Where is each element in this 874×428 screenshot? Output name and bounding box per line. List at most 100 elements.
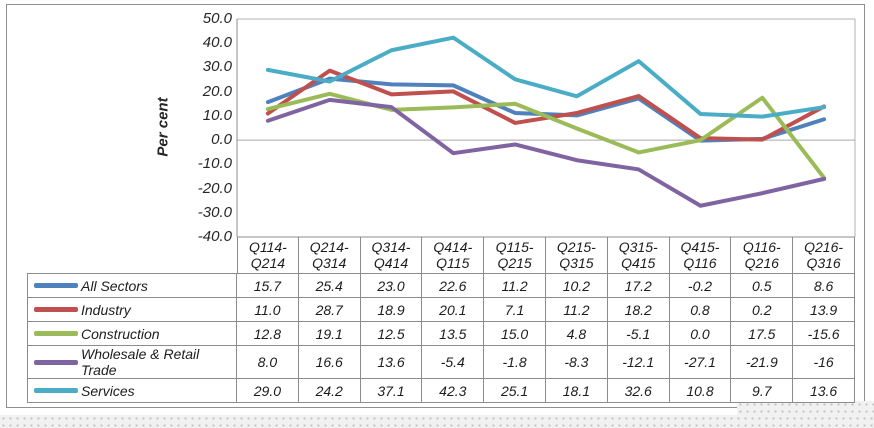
- category-header-line2: Q315: [559, 255, 594, 271]
- table-value-cell: -5.4: [422, 346, 485, 379]
- table-value-cell: -1.8: [484, 346, 546, 379]
- series-label-cell: Industry: [27, 298, 237, 322]
- table-value-cell: 10.2: [545, 274, 608, 298]
- table-value-cell: 42.3: [422, 379, 485, 403]
- table-value-cell: 4.8: [545, 322, 608, 346]
- table-value-cell: -12.1: [607, 346, 670, 379]
- table-value-cell: 0.2: [731, 298, 794, 322]
- table-value-cell: -0.2: [669, 274, 732, 298]
- table-value-cell: 29.0: [237, 379, 299, 403]
- y-axis-tick-label: -30.0: [197, 203, 232, 221]
- table-value-cell: -15.6: [793, 322, 855, 346]
- series-label-cell: Services: [27, 379, 237, 403]
- table-value-cell: 15.7: [237, 274, 299, 298]
- table-value-cell: 28.7: [298, 298, 361, 322]
- table-value-cell: 18.2: [607, 298, 670, 322]
- category-header-line1: Q414-: [433, 239, 473, 255]
- table-value-cell: 9.7: [731, 379, 794, 403]
- category-header-line2: Q314: [312, 255, 347, 271]
- table-value-cell: 13.6: [793, 379, 855, 403]
- category-header-line2: Q215: [497, 255, 532, 271]
- series-name: Industry: [81, 301, 131, 318]
- category-header-line1: Q114-: [248, 239, 287, 255]
- table-value-cell: 13.9: [793, 298, 855, 322]
- category-header: Q116- Q216: [731, 237, 794, 274]
- category-header-line2: Q115: [436, 255, 470, 271]
- table-corner-cell: [27, 237, 237, 274]
- table-value-cell: 15.0: [484, 322, 546, 346]
- series-label-cell: All Sectors: [27, 274, 237, 298]
- table-value-cell: 17.5: [731, 322, 794, 346]
- category-header-line1: Q115-: [495, 239, 534, 255]
- series-name: Services: [81, 382, 135, 399]
- legend-key-swatch: [34, 307, 78, 312]
- category-header: Q216- Q316: [793, 237, 855, 274]
- table-value-cell: 13.5: [422, 322, 485, 346]
- category-header-line1: Q116-: [742, 239, 781, 255]
- table-value-cell: 0.5: [731, 274, 794, 298]
- table-value-cell: 11.2: [484, 274, 546, 298]
- category-header-line1: Q214-: [309, 239, 349, 255]
- legend-key-swatch: [34, 388, 78, 393]
- table-value-cell: 17.2: [607, 274, 670, 298]
- series-label-cell: Wholesale & Retail Trade: [27, 346, 237, 379]
- series-name: All Sectors: [81, 277, 148, 294]
- chart-data-table: Q114- Q214 Q214- Q314 Q314- Q414 Q414- Q115 Q115…: [27, 237, 855, 403]
- table-value-cell: 19.1: [298, 322, 361, 346]
- category-header: Q315- Q415: [607, 237, 670, 274]
- table-value-cell: -5.1: [607, 322, 670, 346]
- category-header: Q215- Q315: [545, 237, 608, 274]
- table-value-cell: 16.6: [298, 346, 361, 379]
- y-axis-tick-label: -40.0: [197, 228, 232, 245]
- y-axis-tick-label: 10.0: [202, 106, 232, 124]
- table-value-cell: 25.1: [484, 379, 546, 403]
- table-value-cell: 12.5: [360, 322, 423, 346]
- category-header-line2: Q216: [744, 255, 779, 271]
- category-header: Q214- Q314: [298, 237, 361, 274]
- y-axis-tick-label: -20.0: [197, 179, 232, 197]
- table-value-cell: 13.6: [360, 346, 423, 379]
- table-value-cell: 23.0: [360, 274, 423, 298]
- category-header-line1: Q415-: [680, 239, 720, 255]
- category-header: Q414- Q115: [422, 237, 485, 274]
- table-value-cell: -8.3: [545, 346, 608, 379]
- table-value-cell: 25.4: [298, 274, 361, 298]
- table-value-cell: 8.6: [793, 274, 855, 298]
- y-axis-tick-label: 50.0: [202, 10, 232, 27]
- table-value-cell: 8.0: [237, 346, 299, 379]
- table-value-cell: 22.6: [422, 274, 485, 298]
- series-name: Wholesale & Retail Trade: [81, 346, 200, 378]
- legend-key-swatch: [34, 283, 78, 288]
- category-header: Q314- Q414: [360, 237, 423, 274]
- table-value-cell: -21.9: [731, 346, 794, 379]
- table-value-cell: -16: [793, 346, 855, 379]
- table-value-cell: 20.1: [422, 298, 485, 322]
- table-value-cell: 18.1: [545, 379, 608, 403]
- y-axis-tick-label: -10.0: [197, 155, 232, 173]
- category-header-line2: Q214: [250, 255, 286, 271]
- table-value-cell: 12.8: [237, 322, 299, 346]
- table-value-cell: 10.8: [669, 379, 732, 403]
- series-line-services: [265, 35, 827, 119]
- category-header: Q115- Q215: [484, 237, 546, 274]
- legend-key-swatch: [34, 331, 78, 336]
- table-value-cell: 0.0: [669, 322, 732, 346]
- y-axis-tick-label: 0.0: [211, 131, 232, 149]
- y-axis-tick-label: 20.0: [202, 82, 232, 100]
- category-header-line1: Q315-: [618, 239, 658, 255]
- category-header-line1: Q216-: [804, 239, 844, 255]
- worksheet-hatch-pattern: [0, 415, 874, 428]
- table-value-cell: 32.6: [607, 379, 670, 403]
- series-line-construction: [265, 91, 827, 180]
- series-name: Construction: [81, 325, 160, 342]
- category-header-line1: Q314-: [371, 239, 411, 255]
- table-value-cell: -27.1: [669, 346, 732, 379]
- table-value-cell: 0.8: [669, 298, 732, 322]
- category-header: Q415- Q116: [669, 237, 732, 274]
- category-header-line2: Q116: [683, 255, 717, 271]
- table-value-cell: 37.1: [360, 379, 423, 403]
- y-axis-tick-label: 40.0: [202, 34, 232, 52]
- series-line-industry: [265, 68, 827, 142]
- table-value-cell: 11.2: [545, 298, 608, 322]
